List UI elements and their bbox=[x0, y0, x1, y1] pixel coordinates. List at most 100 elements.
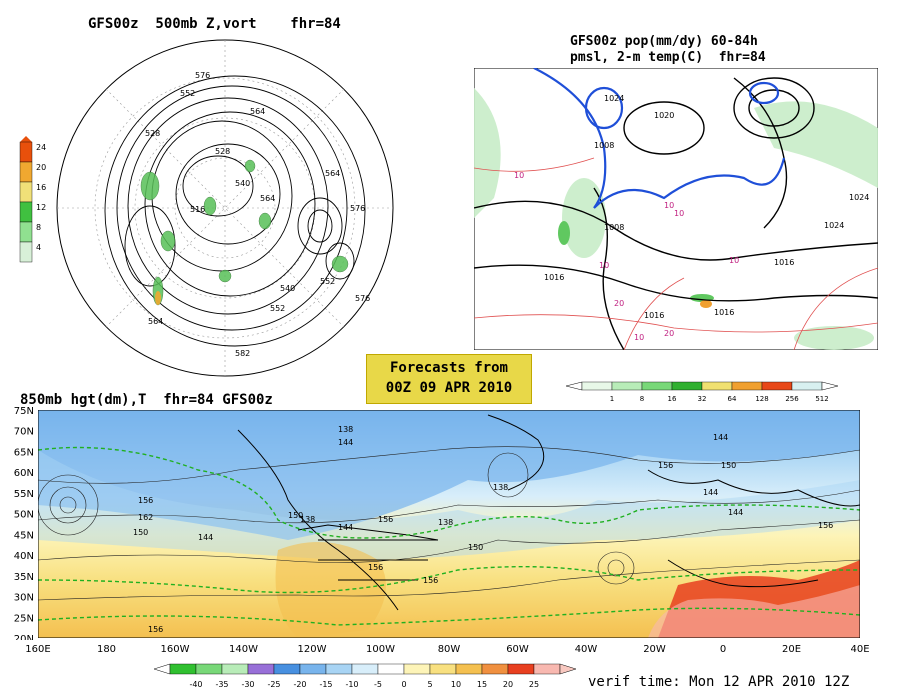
cb-b-label: 32 bbox=[698, 395, 707, 403]
temp-label: 10 bbox=[634, 333, 644, 342]
panel-c-lon-axis: 160E 180 160W 140W 120W 100W 80W 60W 40W 20W 0 20E 4… bbox=[20, 640, 880, 656]
contour-label-c: 150 bbox=[468, 543, 483, 552]
cb-c-label: 10 bbox=[451, 680, 461, 689]
cb-c-label: 25 bbox=[529, 680, 539, 689]
cb-c-label: -25 bbox=[267, 680, 280, 689]
cb-b-swatch bbox=[641, 381, 673, 391]
contour-label-a: 540 bbox=[280, 284, 295, 293]
contour-label-c: 138 bbox=[338, 425, 353, 434]
lat-tick-label: 20N bbox=[14, 634, 34, 640]
cb-b-label: 512 bbox=[815, 395, 828, 403]
lon-tick-label: 160W bbox=[161, 644, 190, 655]
forecast-line-2: 00Z 09 APR 2010 bbox=[385, 380, 513, 396]
cb-c-label: -10 bbox=[345, 680, 358, 689]
temp-label: 20 bbox=[614, 299, 624, 308]
lat-tick-label: 55N bbox=[14, 489, 34, 500]
pressure-label: 1008 bbox=[604, 223, 624, 232]
cb-c-swatch bbox=[169, 663, 197, 675]
cb-a-label: 20 bbox=[36, 163, 46, 172]
cb-c-label: -5 bbox=[374, 680, 382, 689]
lat-tick-label: 40N bbox=[14, 551, 34, 562]
cb-c-swatch bbox=[273, 663, 301, 675]
cb-c-swatch bbox=[377, 663, 405, 675]
cb-c-label: 20 bbox=[503, 680, 513, 689]
cb-c-label: 5 bbox=[427, 680, 432, 689]
cb-c-label: -30 bbox=[241, 680, 254, 689]
contour-label-c: 156 bbox=[368, 563, 383, 572]
contour-label-c: 144 bbox=[728, 508, 743, 517]
panel-c-lat-axis: 75N 70N 65N 60N 55N 50N 45N 40N 35N 30N 25N 20N bbox=[2, 404, 38, 645]
lon-tick-label: 140W bbox=[229, 644, 258, 655]
cb-b-swatch bbox=[731, 381, 763, 391]
cb-c-arrow-left bbox=[153, 663, 171, 675]
panel-b-subtitle: pmsl, 2-m temp(C) fhr=84 bbox=[570, 50, 766, 65]
pressure-label: 1024 bbox=[849, 193, 869, 202]
contour-label-a: 564 bbox=[148, 317, 163, 326]
contour-label-c: 156 bbox=[658, 461, 673, 470]
contour-label-c: 150 bbox=[133, 528, 148, 537]
contour-label-c: 144 bbox=[703, 488, 718, 497]
pressure-label: 1016 bbox=[774, 258, 794, 267]
temp-label: 10 bbox=[514, 171, 524, 180]
contour-label-a: 582 bbox=[235, 349, 250, 358]
panel-b-colorbar: 1 8 16 32 64 128 256 512 bbox=[562, 380, 852, 404]
lon-tick-label: 100W bbox=[366, 644, 395, 655]
panel-a-map: 576 552 564 528 528 516 540 552 564 576 552 564 540 5… bbox=[50, 36, 400, 381]
contour-label-a: 540 bbox=[235, 179, 250, 188]
cb-c-swatch bbox=[533, 663, 561, 675]
cb-b-swatch bbox=[611, 381, 643, 391]
pressure-label: 1024 bbox=[604, 94, 624, 103]
cb-a-label: 4 bbox=[36, 243, 41, 252]
lon-tick-label: 0 bbox=[720, 644, 726, 655]
contour-label-c: 138 bbox=[300, 515, 315, 524]
cb-b-swatch bbox=[791, 381, 823, 391]
temp-label: 10 bbox=[674, 209, 684, 218]
cb-b-arrow-left bbox=[565, 381, 583, 391]
cb-c-swatch bbox=[429, 663, 457, 675]
contour-label-a: 564 bbox=[325, 169, 340, 178]
pressure-label: 1020 bbox=[654, 111, 674, 120]
cb-a-label: 16 bbox=[36, 183, 46, 192]
cb-b-label: 16 bbox=[668, 395, 677, 403]
contour-label-c: 144 bbox=[198, 533, 213, 542]
cb-a-label: 12 bbox=[36, 203, 46, 212]
cb-c-swatch bbox=[299, 663, 327, 675]
cb-c-label: 15 bbox=[477, 680, 487, 689]
panel-b-map: 1024 1020 1008 1008 1024 1016 1016 1016 1024 1016… bbox=[473, 67, 879, 351]
cb-a-swatch bbox=[19, 141, 33, 163]
lat-tick-label: 60N bbox=[14, 468, 34, 479]
contour-label-a: 564 bbox=[260, 194, 275, 203]
lat-tick-label: 65N bbox=[14, 447, 34, 458]
cb-c-swatch bbox=[455, 663, 483, 675]
contour-label-c: 144 bbox=[338, 438, 353, 447]
pressure-label: 1016 bbox=[544, 273, 564, 282]
contour-label-a: 552 bbox=[180, 89, 195, 98]
lon-tick-label: 120W bbox=[298, 644, 327, 655]
lon-tick-label: 20W bbox=[643, 644, 666, 655]
lon-tick-label: 40E bbox=[850, 644, 869, 655]
contour-label-a: 576 bbox=[195, 71, 210, 80]
cb-b-swatch bbox=[701, 381, 733, 391]
cb-c-swatch bbox=[221, 663, 249, 675]
lon-tick-label: 60W bbox=[506, 644, 529, 655]
lat-tick-label: 75N bbox=[14, 406, 34, 417]
contour-label-a: 576 bbox=[355, 294, 370, 303]
contour-label-c: 156 bbox=[378, 515, 393, 524]
contour-label-c: 156 bbox=[148, 625, 163, 634]
cb-a-swatch bbox=[19, 161, 33, 183]
contour-label-c: 138 bbox=[493, 483, 508, 492]
cb-a-label: 24 bbox=[36, 143, 46, 152]
cb-b-label: 256 bbox=[785, 395, 799, 403]
contour-label-a: 528 bbox=[215, 147, 230, 156]
temp-label: 10 bbox=[599, 261, 609, 270]
cb-c-swatch bbox=[247, 663, 275, 675]
cb-b-label: 1 bbox=[610, 395, 614, 403]
contour-label-a: 552 bbox=[320, 277, 335, 286]
contour-label-a: 552 bbox=[270, 304, 285, 313]
cb-b-label: 64 bbox=[728, 395, 737, 403]
cb-c-label: 0 bbox=[401, 680, 406, 689]
panel-c-colorbar: -40 -35 -30 -25 -20 -15 -10 -5 0 5 10 15 20 25 bbox=[150, 660, 590, 694]
cb-c-label: -40 bbox=[189, 680, 202, 689]
pressure-label: 1008 bbox=[594, 141, 614, 150]
lon-tick-label: 160E bbox=[25, 644, 50, 655]
